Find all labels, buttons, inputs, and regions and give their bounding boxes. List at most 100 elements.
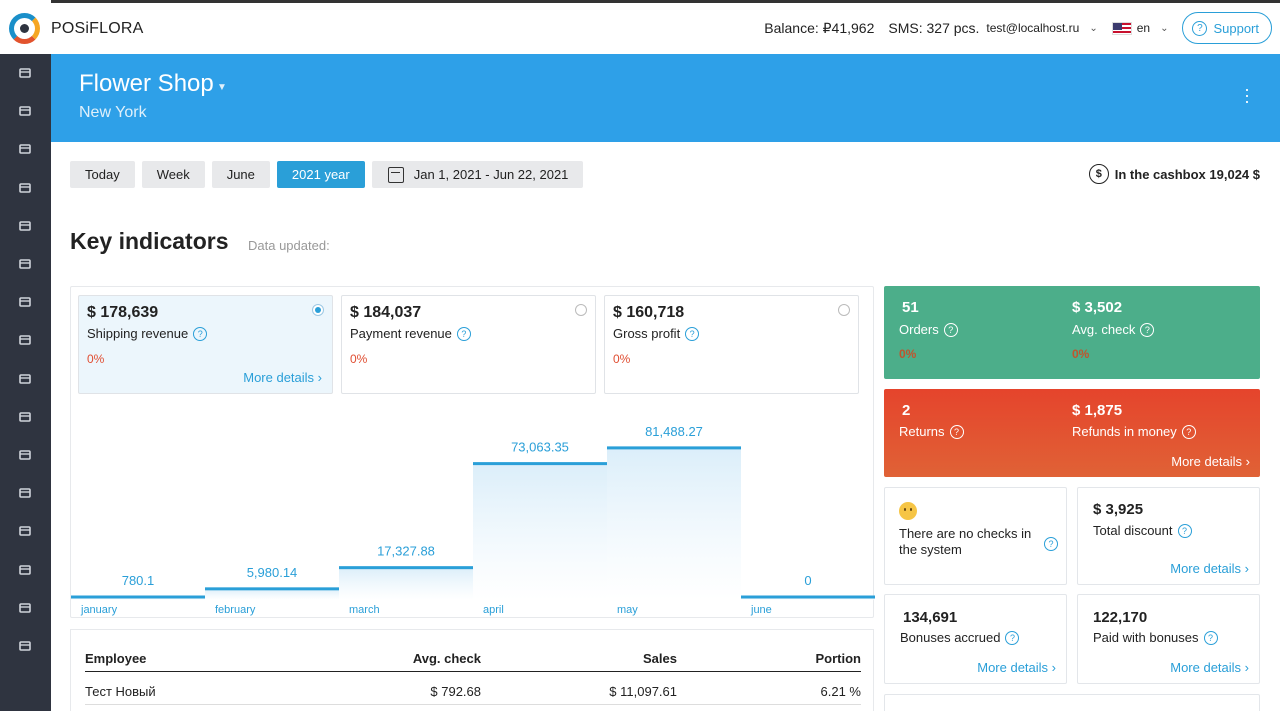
user-circle-icon[interactable] — [18, 333, 32, 347]
monthly-revenue-chart: 780.1 january 5,980.14 february 17,327.88 mar… — [71, 424, 875, 616]
orders-value: 51 — [902, 299, 919, 316]
help-icon[interactable]: ? — [1203, 630, 1218, 645]
metric-label: Shipping revenue? — [87, 326, 208, 341]
help-icon[interactable]: ? — [1044, 537, 1058, 551]
more-details-link[interactable]: More details › — [243, 370, 322, 385]
x-tick-label: january — [80, 604, 118, 616]
column-portion[interactable]: Portion — [815, 651, 862, 666]
more-details-link[interactable]: More details › — [1170, 660, 1249, 675]
returns-label-text: Returns — [899, 424, 945, 439]
sad-face-icon — [899, 502, 917, 520]
paid-bonuses-label: Paid with bonuses? — [1093, 630, 1218, 645]
grid-icon[interactable] — [18, 601, 32, 615]
date-range-picker[interactable]: Jan 1, 2021 - Jun 22, 2021 — [371, 161, 584, 188]
metric-value: $ 178,639 — [87, 304, 159, 321]
bar-april[interactable] — [473, 463, 607, 600]
bar-value-label: 5,980.14 — [247, 565, 298, 580]
help-icon[interactable]: ? — [949, 424, 964, 439]
inbox-icon[interactable] — [18, 524, 32, 538]
wallet-icon[interactable] — [18, 639, 32, 653]
metric-payment-revenue[interactable]: $ 184,037 Payment revenue? 0% — [341, 295, 596, 394]
paid-bonuses-value: 122,170 — [1093, 609, 1148, 626]
metric-radio[interactable] — [575, 304, 587, 316]
help-icon[interactable]: ? — [1177, 523, 1192, 538]
bar-february[interactable] — [205, 588, 339, 600]
metric-label: Gross profit? — [613, 326, 700, 341]
chevron-down-icon[interactable]: ⌄ — [1089, 22, 1098, 34]
help-icon[interactable]: ? — [1140, 322, 1155, 337]
filter-week-button[interactable]: Week — [141, 161, 205, 188]
help-icon[interactable] — [18, 410, 32, 424]
refunds-label-text: Refunds in money — [1072, 424, 1177, 439]
user-email-menu[interactable]: test@localhost.ru — [986, 21, 1080, 35]
bar-top-february — [205, 587, 339, 591]
help-icon[interactable]: ? — [456, 326, 471, 341]
employee-table: Employee Avg. check Sales Portion Тест Н… — [70, 629, 874, 711]
employee-name: Тест Новый — [85, 684, 156, 699]
chart-icon[interactable] — [18, 563, 32, 577]
posiflora-logo-icon[interactable] — [9, 13, 40, 44]
settings-icon[interactable] — [18, 486, 32, 500]
help-icon[interactable]: ? — [943, 322, 958, 337]
more-vertical-icon[interactable]: · · · — [1244, 79, 1250, 111]
coins-icon[interactable] — [18, 257, 32, 271]
metric-percent: 0% — [87, 352, 105, 366]
person-icon[interactable] — [18, 372, 32, 386]
bar-top-may — [607, 446, 741, 450]
refunds-label: Refunds in money? — [1072, 424, 1196, 439]
dollar-circle-icon: $ — [1088, 164, 1109, 184]
cashbox-info: $ In the cashbox 19,024 $ — [1088, 164, 1260, 184]
help-icon[interactable]: ? — [1005, 630, 1020, 645]
help-icon[interactable]: ? — [1181, 424, 1196, 439]
bar-march[interactable] — [339, 567, 473, 600]
metric-label: Payment revenue? — [350, 326, 471, 341]
x-tick-label: april — [483, 604, 504, 616]
us-flag-icon[interactable] — [1111, 21, 1132, 35]
sms-text: SMS: 327 pcs. — [888, 20, 980, 36]
store-icon[interactable] — [18, 66, 32, 80]
column-avg-check[interactable]: Avg. check — [412, 651, 481, 666]
basket-icon[interactable] — [18, 295, 32, 309]
bonuses-accrued-card: 134,691 Bonuses accrued? More details › — [884, 594, 1067, 684]
more-details-link[interactable]: More details › — [1171, 454, 1250, 469]
avg-check-percent: 0% — [1072, 347, 1090, 361]
more-details-link[interactable]: More details › — [1170, 561, 1249, 576]
language-selector[interactable]: en — [1136, 21, 1151, 35]
metric-label-text: Payment revenue — [350, 326, 452, 341]
calendar-icon[interactable] — [18, 142, 32, 156]
filter-today-button[interactable]: Today — [70, 161, 135, 188]
metric-shipping-revenue[interactable]: $ 178,639 Shipping revenue? 0% More deta… — [78, 295, 333, 394]
bar-value-label: 17,327.88 — [377, 544, 435, 559]
bar-may[interactable] — [607, 447, 741, 600]
support-button[interactable]: ? Support — [1182, 12, 1272, 44]
metric-gross-profit[interactable]: $ 160,718 Gross profit? 0% — [604, 295, 859, 394]
help-icon[interactable]: ? — [193, 326, 208, 341]
metric-radio[interactable] — [312, 304, 324, 316]
orders-percent: 0% — [899, 347, 917, 361]
filter-june-button[interactable]: June — [211, 161, 270, 188]
discount-label-text: Total discount — [1093, 523, 1173, 538]
bank-icon[interactable] — [18, 219, 32, 233]
column-sales[interactable]: Sales — [643, 651, 677, 666]
help-icon[interactable]: ? — [685, 326, 700, 341]
metric-percent: 0% — [613, 352, 631, 366]
tag-icon[interactable] — [18, 448, 32, 462]
shop-name-selector[interactable]: Flower Shop — [79, 70, 214, 97]
more-details-link[interactable]: More details › — [977, 660, 1056, 675]
table-row[interactable]: Тест Новый $ 792.68 $ 11,097.61 6.21 % — [85, 671, 861, 705]
caret-down-icon[interactable]: ▼ — [217, 82, 227, 93]
shop-icon[interactable] — [18, 104, 32, 118]
column-employee[interactable]: Employee — [85, 651, 147, 666]
chevron-down-icon[interactable]: ⌄ — [1160, 22, 1169, 34]
refunds-value: $ 1,875 — [1072, 402, 1123, 419]
employee-avg-check: $ 792.68 — [430, 684, 481, 699]
bar-value-label: 780.1 — [122, 573, 155, 588]
page-title: Key indicators — [70, 228, 229, 254]
orders-card: 51 Orders? 0% $ 3,502 Avg. check? 0% — [884, 286, 1260, 379]
filter-year-button[interactable]: 2021 year — [276, 161, 365, 188]
paid-bonuses-label-text: Paid with bonuses — [1093, 630, 1199, 645]
dollar-icon[interactable] — [18, 181, 32, 195]
x-tick-label: june — [750, 604, 772, 616]
metric-radio[interactable] — [838, 304, 850, 316]
brand-name: POSiFLORA — [51, 20, 144, 37]
